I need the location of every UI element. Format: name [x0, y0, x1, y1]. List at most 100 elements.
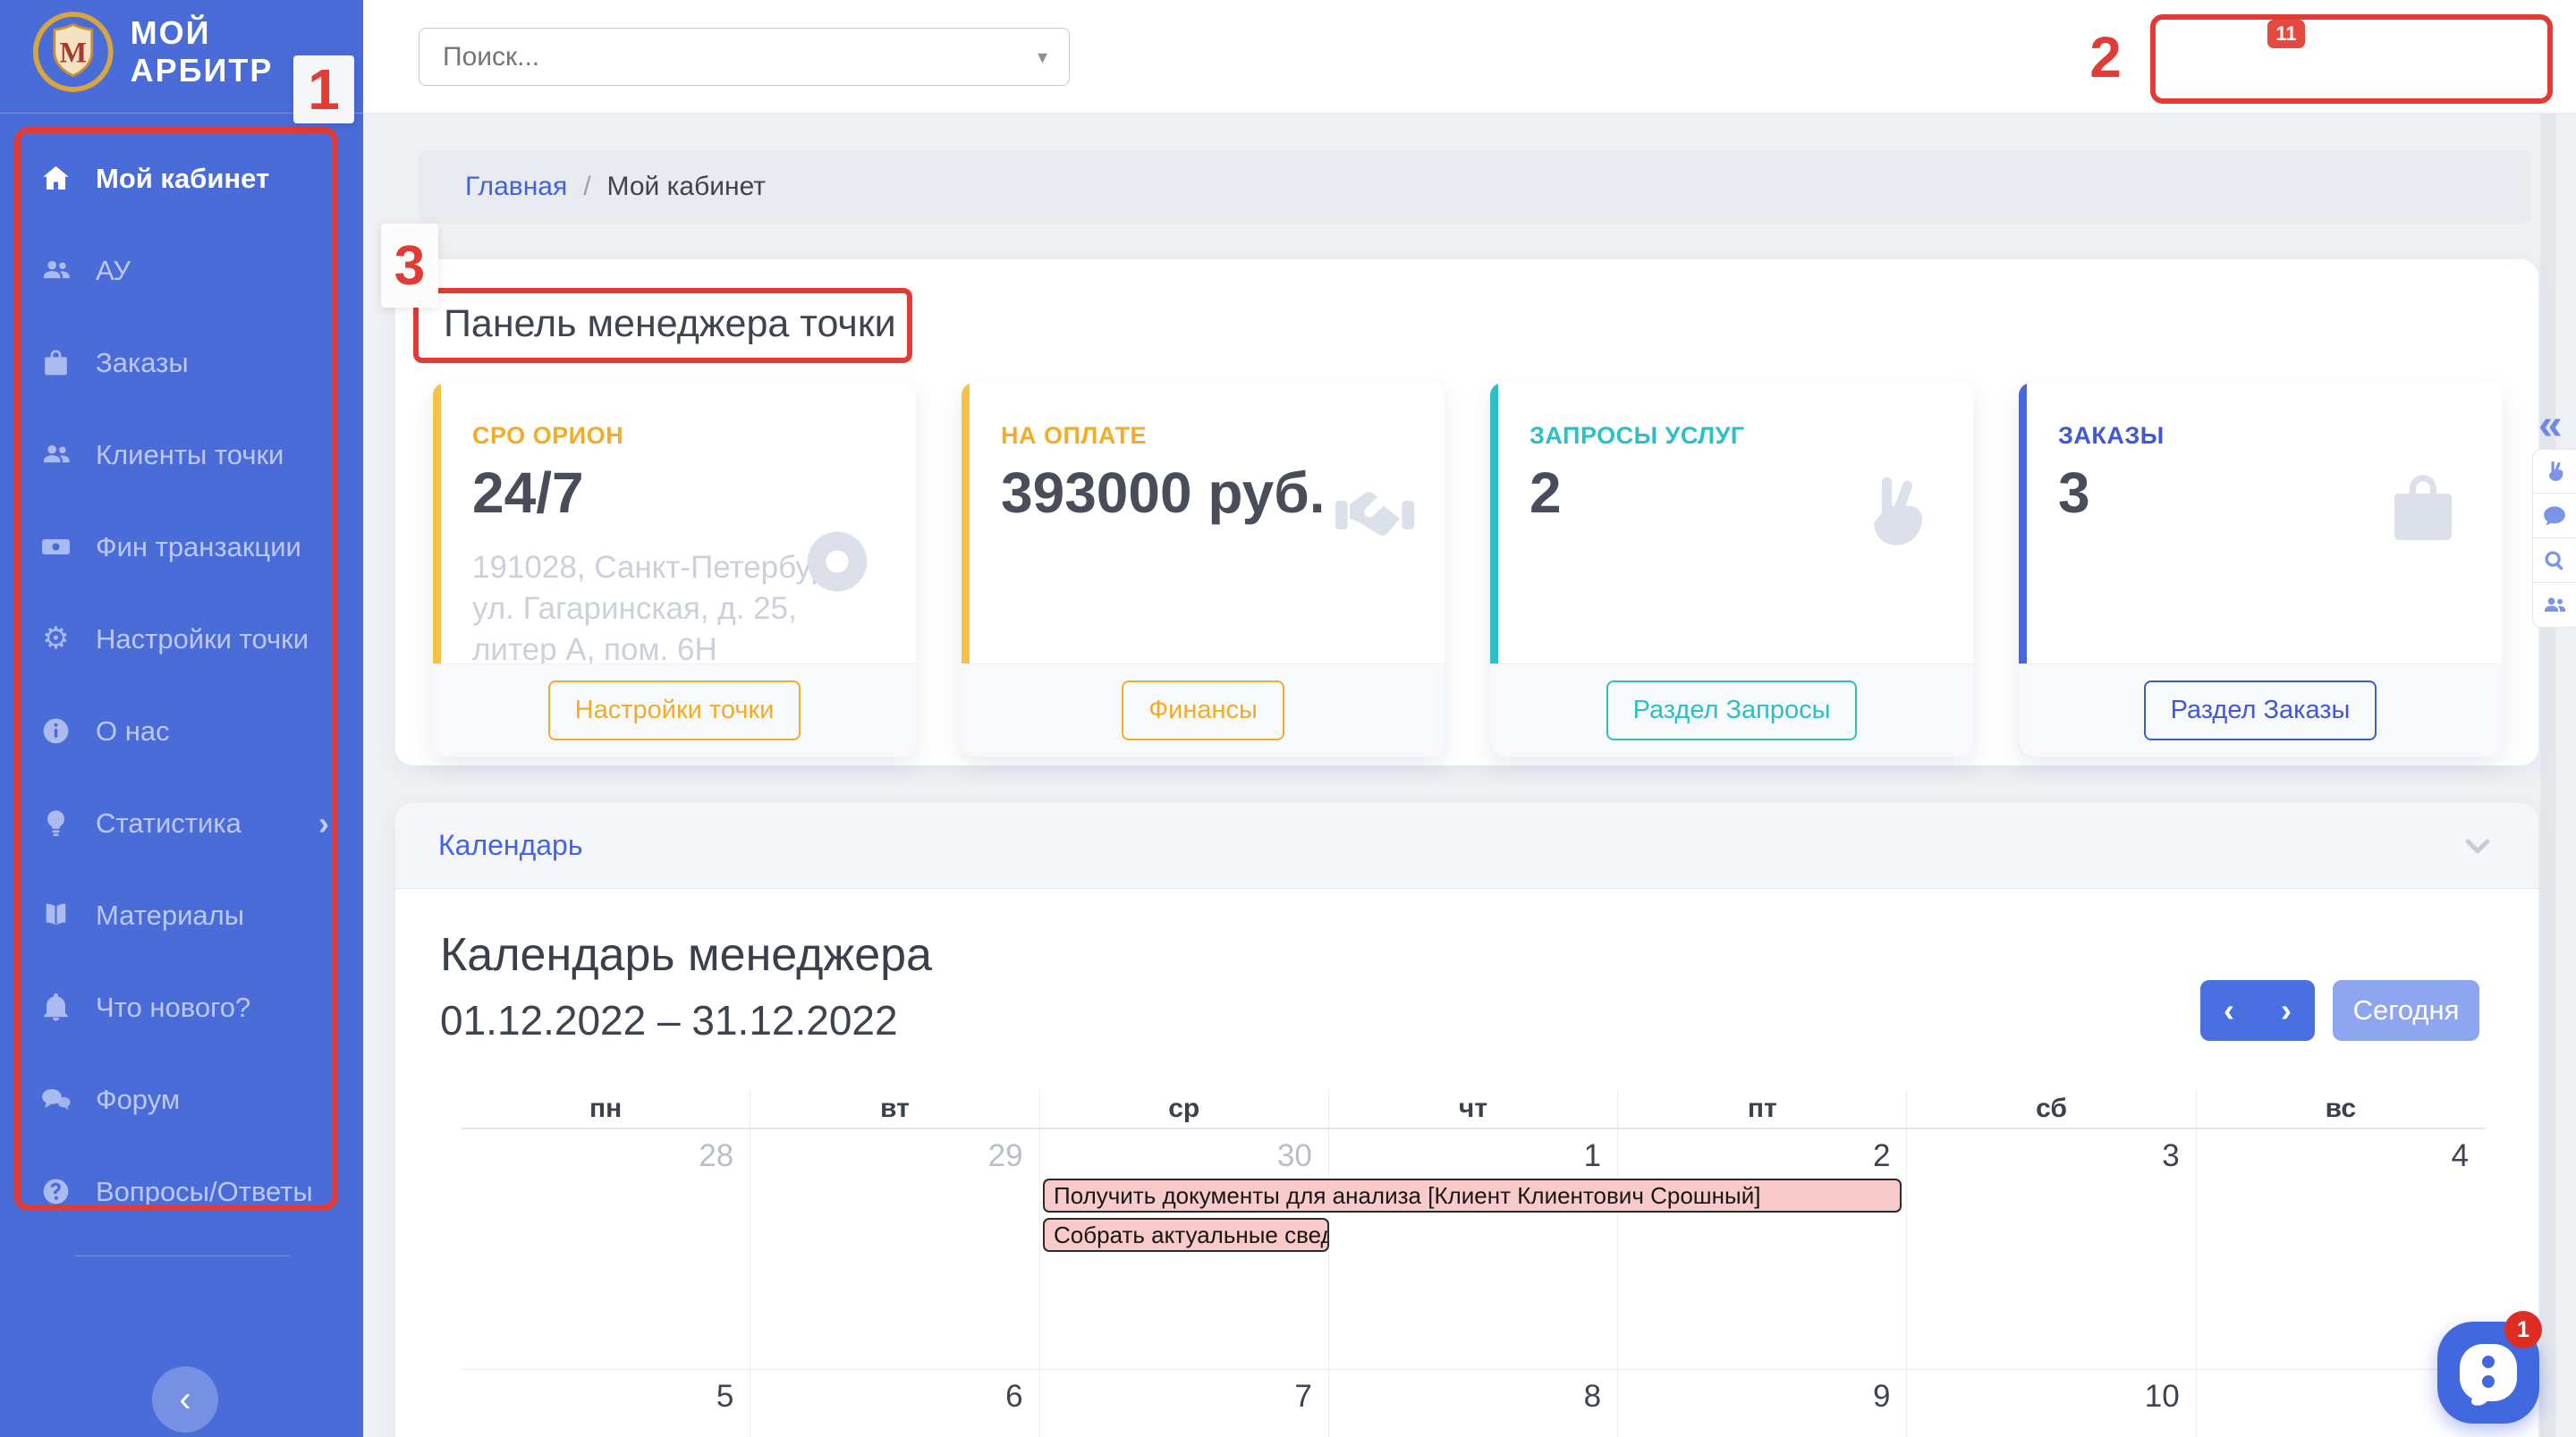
sidebar-item-about[interactable]: О нас [0, 685, 363, 777]
tools-rail [2532, 449, 2576, 628]
app-title: МОЙ АРБИТР [130, 14, 274, 89]
sidebar-item-point-settings[interactable]: ⚙ Настройки точки [0, 593, 363, 685]
calendar-day-cell[interactable] [2195, 1370, 2485, 1437]
chevron-left-icon: ‹ [179, 1379, 191, 1419]
calendar-day-header: ср [1038, 1089, 1328, 1128]
breadcrumb-separator: / [583, 172, 591, 201]
rail-collapse-button[interactable]: « [2538, 402, 2563, 449]
calendar-date: 5 [716, 1379, 734, 1414]
stat-card-label: СРО ОРИОН [472, 422, 624, 449]
clients-tool-button[interactable] [2532, 583, 2576, 628]
search-icon [2541, 547, 2568, 574]
calendar-event[interactable]: Получить документы для анализа [Клиент К… [1043, 1179, 1902, 1213]
book-icon [39, 899, 72, 932]
calendar-day-cell[interactable]: 7 [1038, 1370, 1328, 1437]
brand[interactable]: МОЙ АРБИТР [32, 11, 363, 93]
calendar-day-cell[interactable]: 9 [1617, 1370, 1906, 1437]
breadcrumb-current: Мой кабинет [606, 172, 767, 201]
sidebar-item-label: Материалы [96, 899, 244, 931]
sidebar-item-my-cabinet[interactable]: Мой кабинет [0, 132, 363, 224]
sidebar-bottom-divider [75, 1255, 290, 1256]
orders-section-button[interactable]: Раздел Заказы [2143, 680, 2377, 740]
question-icon [39, 1175, 72, 1208]
home-icon [39, 162, 72, 195]
search-select[interactable]: ▾ [419, 28, 1070, 86]
calendar-panel [395, 803, 2538, 1437]
calendar-day-cell[interactable]: 1 [1327, 1129, 1617, 1369]
chat-bubble-icon [2541, 503, 2568, 529]
calendar-grid: пн вт ср чт пт сб вс 28 29 30 1 2 3 4 5 … [462, 1089, 2485, 1437]
notifications-badge: 11 [2266, 18, 2307, 50]
sidebar-item-label: Клиенты точки [96, 438, 284, 470]
calendar-date: 8 [1583, 1379, 1602, 1414]
calendar-day-cell[interactable]: 5 [462, 1370, 750, 1437]
sidebar-item-materials[interactable]: Материалы [0, 869, 363, 961]
topbar: ▾ [363, 0, 2576, 114]
calendar-next-button[interactable]: › [2281, 992, 2292, 1028]
calendar-day-cell[interactable]: 10 [1906, 1370, 2195, 1437]
sidebar-item-fin-transactions[interactable]: Фин транзакции [0, 501, 363, 593]
sidebar-item-label: Форум [96, 1083, 181, 1115]
calendar-day-cell[interactable]: 28 [462, 1129, 750, 1369]
calendar-day-cell[interactable]: 8 [1327, 1370, 1617, 1437]
calendar-event[interactable]: Собрать актуальные свед [1043, 1218, 1329, 1252]
gears-icon: ⚙ [42, 621, 70, 655]
calendar-day-cell[interactable]: 29 [750, 1129, 1038, 1369]
calendar-date-range: 01.12.2022 – 31.12.2022 [440, 997, 898, 1044]
users-icon [39, 254, 72, 287]
hand-icon [2541, 458, 2568, 485]
calendar-day-cell[interactable]: 4 [2195, 1129, 2485, 1369]
calendar-day-header-row: пн вт ср чт пт сб вс [462, 1089, 2485, 1129]
calendar-day-cell[interactable]: 3 [1906, 1129, 2195, 1369]
calendar-section-title[interactable]: Календарь [438, 829, 583, 861]
bag-icon [39, 346, 72, 379]
sidebar-item-au[interactable]: АУ [0, 224, 363, 317]
calendar-title: Календарь менеджера [440, 929, 932, 981]
chat-fab-badge: 1 [2504, 1311, 2542, 1348]
search-input[interactable] [419, 41, 1038, 72]
chat-tool-button[interactable] [2532, 494, 2576, 538]
sidebar-item-point-clients[interactable]: Клиенты точки [0, 409, 363, 501]
sidebar-item-statistics[interactable]: Статистика › [0, 777, 363, 869]
calendar-prev-button[interactable]: ‹ [2224, 992, 2234, 1028]
calendar-today-button[interactable]: Сегодня [2333, 980, 2479, 1041]
stat-card-label: НА ОПЛАТЕ [1001, 422, 1148, 449]
chat-fab-button[interactable] [2437, 1322, 2539, 1424]
chat-bubble-icon [2460, 1344, 2517, 1401]
chevron-down-icon: ▾ [1037, 45, 1047, 68]
stat-card-value: 24/7 [472, 461, 584, 525]
stat-card-label: ЗАКАЗЫ [2058, 422, 2165, 449]
forum-icon [39, 1083, 72, 1116]
calendar-day-cell[interactable]: 30 [1038, 1129, 1328, 1369]
calendar-day-cell[interactable]: 2 [1617, 1129, 1906, 1369]
calendar-day-header: чт [1327, 1089, 1617, 1128]
sidebar-item-whats-new[interactable]: Что нового? [0, 961, 363, 1053]
bag-icon [2380, 465, 2466, 551]
card-accent-bar [2019, 383, 2027, 757]
scrollbar-strip[interactable] [2540, 0, 2556, 1437]
sidebar-item-label: Вопросы/Ответы [96, 1175, 313, 1207]
finances-button[interactable]: Финансы [1122, 680, 1284, 740]
hand-icon [1846, 465, 1939, 558]
calendar-date: 3 [2162, 1138, 2180, 1173]
card-accent-bar [962, 383, 970, 757]
bulb-icon [39, 807, 72, 840]
stat-card-footer: Финансы [962, 664, 1445, 757]
chevron-down-icon[interactable] [2460, 828, 2496, 864]
search-tool-button[interactable] [2532, 538, 2576, 583]
point-settings-button[interactable]: Настройки точки [547, 680, 801, 740]
calendar-date: 30 [1276, 1138, 1312, 1173]
sidebar-item-forum[interactable]: Форум [0, 1053, 363, 1145]
sidebar-item-orders[interactable]: Заказы [0, 317, 363, 409]
calendar-day-cell[interactable]: 6 [750, 1370, 1038, 1437]
stat-card-label: ЗАПРОСЫ УСЛУГ [1530, 422, 1745, 449]
stat-card-footer: Настройки точки [433, 664, 916, 757]
breadcrumb-home-link[interactable]: Главная [465, 172, 568, 201]
sidebar-item-faq[interactable]: Вопросы/Ответы [0, 1145, 363, 1238]
sidebar-collapse-button[interactable]: ‹ [152, 1366, 218, 1433]
hand-tool-button[interactable] [2532, 449, 2576, 494]
handshake-icon [1332, 469, 1418, 554]
calendar-day-header: пт [1617, 1089, 1906, 1128]
card-accent-bar [433, 383, 441, 757]
requests-section-button[interactable]: Раздел Запросы [1606, 680, 1858, 740]
